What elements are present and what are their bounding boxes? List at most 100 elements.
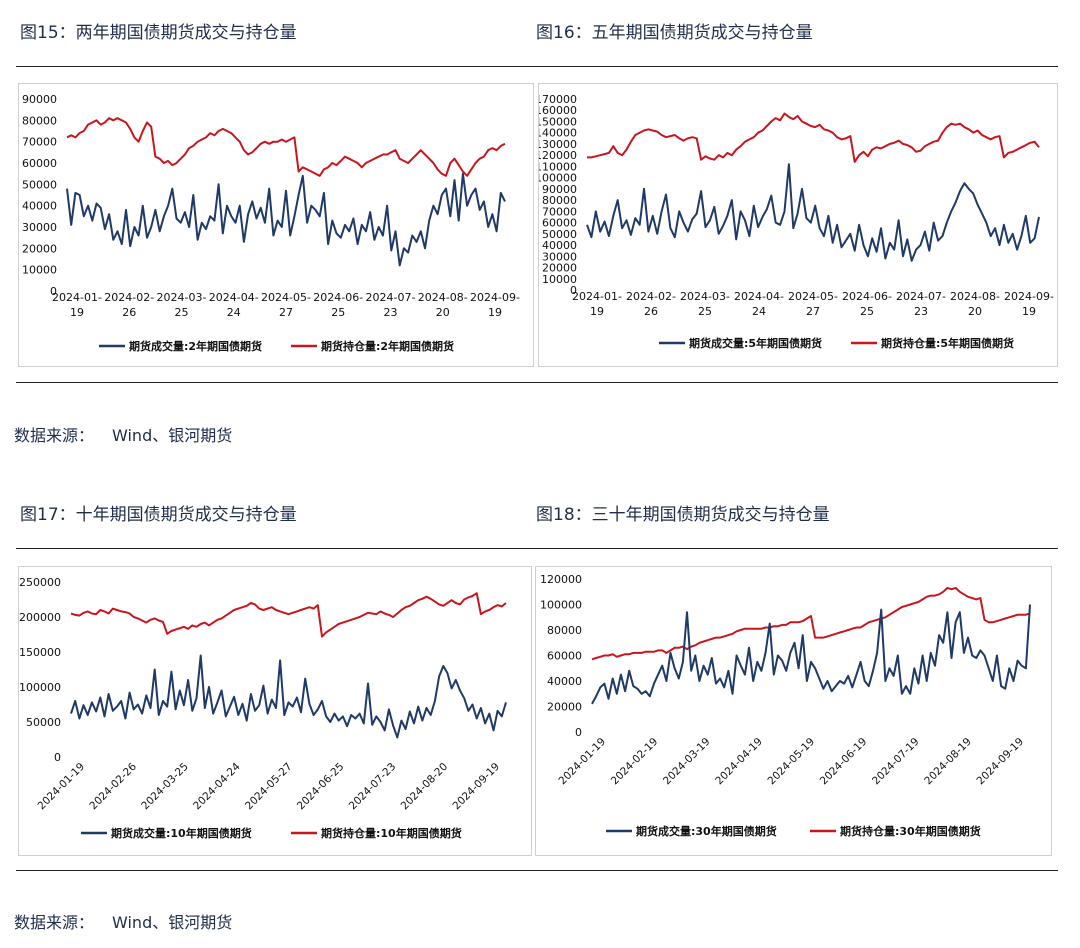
x-tick-label: 25 bbox=[331, 306, 345, 319]
x-tick-label: 2024-08- bbox=[418, 291, 468, 304]
x-tick-label: 19 bbox=[70, 306, 84, 319]
x-tick-label: 2024-07-19 bbox=[870, 736, 922, 788]
open-interest-line bbox=[66, 117, 506, 177]
y-tick-label: 40000 bbox=[542, 239, 577, 252]
y-tick-label: 80000 bbox=[542, 194, 577, 207]
x-tick-label: 2024-02-26 bbox=[87, 760, 139, 812]
x-tick-label: 25 bbox=[698, 305, 712, 318]
y-tick-label: 50000 bbox=[26, 716, 61, 729]
x-tick-label: 26 bbox=[644, 305, 658, 318]
x-tick-label: 2024-09-19 bbox=[974, 736, 1026, 788]
top-rule-2 bbox=[16, 548, 1058, 549]
figure-16-title: 图16：五年期国债期货成交与持仓量 bbox=[536, 23, 813, 43]
legend-label: 期货持仓量:5年期国债期货 bbox=[881, 336, 1014, 350]
y-tick-label: 200000 bbox=[19, 611, 61, 624]
x-tick-label: 2024-04-24 bbox=[191, 760, 243, 812]
y-tick-label: 70000 bbox=[22, 136, 57, 149]
y-tick-label: 70000 bbox=[542, 205, 577, 218]
y-tick-label: 0 bbox=[50, 285, 57, 298]
y-tick-label: 50000 bbox=[542, 228, 577, 241]
x-tick-label: 2024-05-27 bbox=[243, 761, 295, 813]
x-tick-label: 20 bbox=[436, 306, 450, 319]
volume-line bbox=[70, 654, 507, 739]
y-tick-label: 50000 bbox=[22, 178, 57, 191]
x-tick-label: 2024-02- bbox=[104, 291, 154, 304]
x-tick-label: 20 bbox=[968, 305, 982, 318]
y-tick-label: 150000 bbox=[19, 646, 61, 659]
y-tick-label: 250000 bbox=[19, 576, 61, 589]
y-tick-label: 90000 bbox=[542, 183, 577, 196]
y-tick-label: 100000 bbox=[539, 172, 577, 185]
data-source-value: Wind、银河期货 bbox=[112, 426, 233, 445]
x-tick-label: 19 bbox=[590, 305, 604, 318]
figure-17-title: 图17：十年期国债期货成交与持仓量 bbox=[20, 505, 297, 525]
open-interest-line bbox=[587, 112, 1040, 163]
x-tick-label: 27 bbox=[279, 306, 293, 319]
legend-label: 期货持仓量:10年期国债期货 bbox=[321, 826, 462, 840]
figure-15-title: 图15：两年期国债期货成交与持仓量 bbox=[20, 23, 297, 43]
open-interest-line bbox=[70, 592, 507, 638]
y-tick-label: 100000 bbox=[19, 681, 61, 694]
y-tick-label: 120000 bbox=[540, 573, 582, 586]
legend-label: 期货成交量:10年期国债期货 bbox=[111, 826, 252, 840]
legend-label: 期货持仓量:30年期国债期货 bbox=[840, 824, 981, 838]
x-tick-label: 26 bbox=[122, 306, 136, 319]
x-tick-label: 2024-05- bbox=[788, 290, 838, 303]
x-tick-label: 2024-01-19 bbox=[35, 761, 87, 813]
volume-line bbox=[586, 163, 1040, 262]
open-interest-line bbox=[591, 586, 1031, 661]
data-source-value: Wind、银河期货 bbox=[112, 913, 233, 932]
chart-2y-treasury-futures: 0 10000 20000 30000 40000 50000 60000 70000 8000… bbox=[18, 83, 534, 367]
x-tick-label: 2024-08-20 bbox=[399, 761, 451, 813]
x-tick-label: 23 bbox=[384, 306, 398, 319]
x-tick-label: 19 bbox=[1022, 305, 1036, 318]
chart-svg: 0 50000 100000 150000 200000 250000 2024-01-19… bbox=[19, 576, 507, 840]
chart-svg: 0100002000030000400005000060000700008000… bbox=[539, 93, 1054, 350]
y-tick-label: 80000 bbox=[22, 114, 57, 127]
x-tick-label: 2024-05-19 bbox=[765, 736, 817, 788]
x-tick-label: 2024-01- bbox=[572, 290, 622, 303]
y-tick-label: 150000 bbox=[539, 115, 577, 128]
x-tick-label: 23 bbox=[914, 305, 928, 318]
y-tick-label: 160000 bbox=[539, 104, 577, 117]
chart-10y-treasury-futures: 0 50000 100000 150000 200000 250000 2024-01-19… bbox=[18, 566, 532, 856]
x-tick-label: 2024-02-19 bbox=[609, 736, 661, 788]
x-tick-label: 2024-07- bbox=[896, 290, 946, 303]
legend-label: 期货成交量:2年期国债期货 bbox=[129, 339, 262, 353]
y-tick-label: 60000 bbox=[547, 650, 582, 663]
legend-label: 期货持仓量:2年期国债期货 bbox=[321, 339, 454, 353]
y-tick-label: 90000 bbox=[22, 93, 57, 106]
x-tick-label: 2024-04-19 bbox=[713, 736, 765, 788]
x-tick-label: 2024-04- bbox=[209, 291, 259, 304]
x-tick-label: 19 bbox=[488, 306, 502, 319]
x-tick-label: 2024-08-19 bbox=[922, 736, 974, 788]
y-tick-label: 0 bbox=[570, 284, 577, 297]
x-tick-label: 2024-06-25 bbox=[295, 761, 347, 813]
y-tick-label: 40000 bbox=[547, 675, 582, 688]
y-tick-label: 0 bbox=[54, 751, 61, 764]
x-tick-label: 24 bbox=[752, 305, 766, 318]
y-tick-label: 80000 bbox=[547, 624, 582, 637]
x-tick-label: 2024-08- bbox=[950, 290, 1000, 303]
x-tick-label: 2024-04- bbox=[734, 290, 784, 303]
top-rule-1 bbox=[16, 66, 1058, 67]
y-tick-label: 60000 bbox=[542, 217, 577, 230]
y-tick-label: 20000 bbox=[542, 262, 577, 275]
x-tick-label: 2024-01- bbox=[52, 291, 102, 304]
y-tick-label: 100000 bbox=[540, 599, 582, 612]
x-tick-label: 2024-07- bbox=[366, 291, 416, 304]
y-tick-label: 120000 bbox=[539, 149, 577, 162]
data-source-1: 数据来源： Wind、银河期货 bbox=[14, 422, 232, 446]
y-tick-label: 170000 bbox=[539, 93, 577, 106]
legend-label: 期货成交量:30年期国债期货 bbox=[636, 824, 777, 838]
x-tick-label: 2024-06- bbox=[313, 291, 363, 304]
y-tick-label: 10000 bbox=[542, 273, 577, 286]
chart-svg: 0 20000 40000 60000 80000 100000 120000 2024-01… bbox=[540, 573, 1031, 838]
y-tick-label: 140000 bbox=[539, 127, 577, 140]
bottom-rule-1 bbox=[16, 382, 1058, 383]
x-tick-label: 2024-02- bbox=[626, 290, 676, 303]
x-tick-label: 25 bbox=[860, 305, 874, 318]
figure-18-title: 图18：三十年期国债期货成交与持仓量 bbox=[536, 505, 830, 525]
x-tick-label: 25 bbox=[175, 306, 189, 319]
x-tick-label: 24 bbox=[227, 306, 241, 319]
